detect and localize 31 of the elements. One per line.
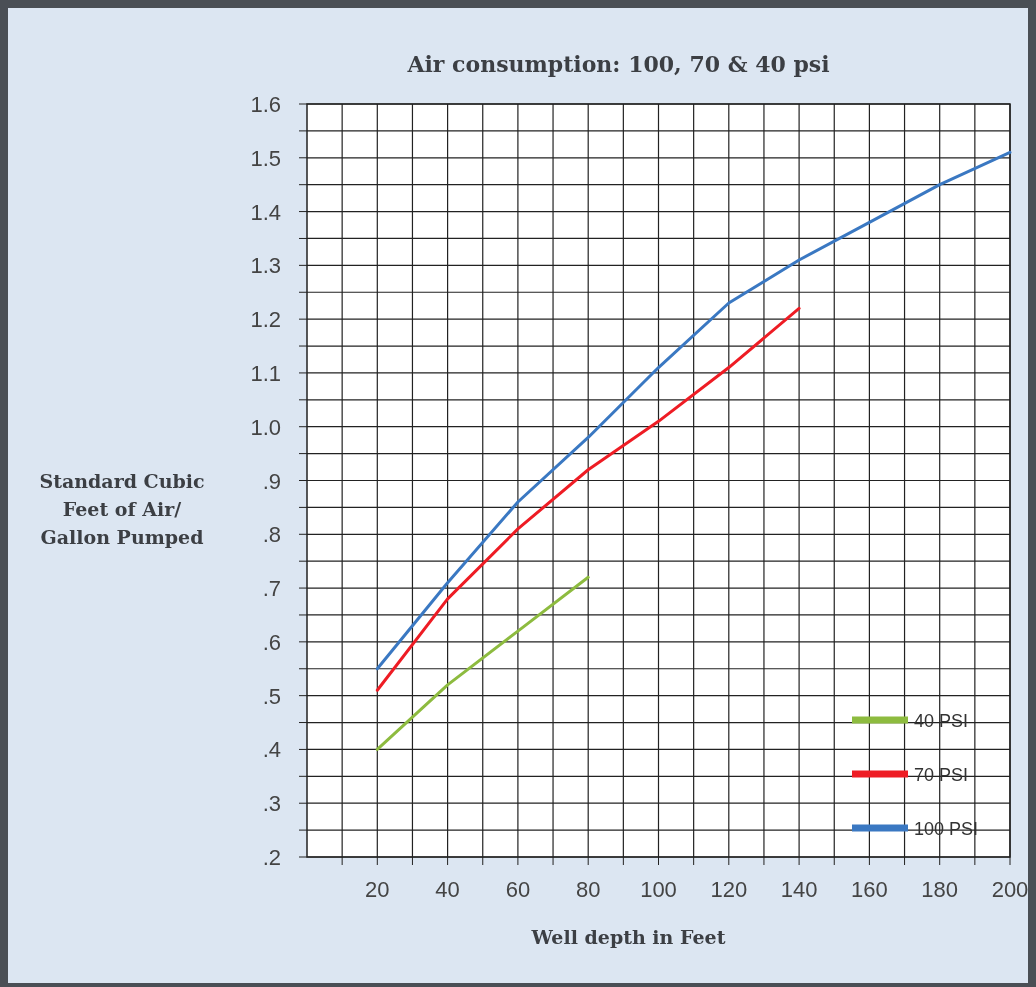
x-tick-label: 20 <box>365 877 390 902</box>
y-tick-label: 1.2 <box>250 307 281 333</box>
y-tick-label: .4 <box>262 737 281 763</box>
y-tick-label: .6 <box>262 629 281 655</box>
y-tick-label: .3 <box>262 791 281 817</box>
chart-title: Air consumption: 100, 70 & 40 psi <box>406 51 830 77</box>
y-tick-label: 1.0 <box>250 414 281 440</box>
y-tick-label: .5 <box>262 683 281 709</box>
y-tick-label: .7 <box>262 576 281 602</box>
x-tick-label: 140 <box>780 877 818 902</box>
y-tick-label: .2 <box>262 845 281 870</box>
line-series <box>375 306 801 692</box>
x-tick-label: 60 <box>505 877 531 902</box>
x-tick-label: 180 <box>921 877 959 902</box>
y-tick-label: 1.4 <box>250 199 281 225</box>
x-tick-label: 120 <box>710 877 748 902</box>
x-tick-label: 100 <box>640 877 677 902</box>
y-tick-label: 1.3 <box>250 253 281 279</box>
y-tick-label: .9 <box>262 468 281 494</box>
y-tick-label: 1.1 <box>250 360 281 386</box>
line-series <box>375 150 1012 671</box>
y-axis-title: Standard Cubic Feet of Air/ Gallon Pumped <box>39 470 205 548</box>
y-tick-label: 1.6 <box>250 92 281 117</box>
x-tick-label: 160 <box>851 877 888 902</box>
x-tick-label: 80 <box>575 877 601 902</box>
x-axis-title: Well depth in Feet <box>530 926 726 948</box>
x-tick-label: 200 <box>991 877 1029 902</box>
x-tick-label: 40 <box>435 877 460 902</box>
y-tick-label: 1.5 <box>250 145 281 171</box>
y-tick-label: .8 <box>262 522 281 548</box>
line-series <box>375 575 590 751</box>
